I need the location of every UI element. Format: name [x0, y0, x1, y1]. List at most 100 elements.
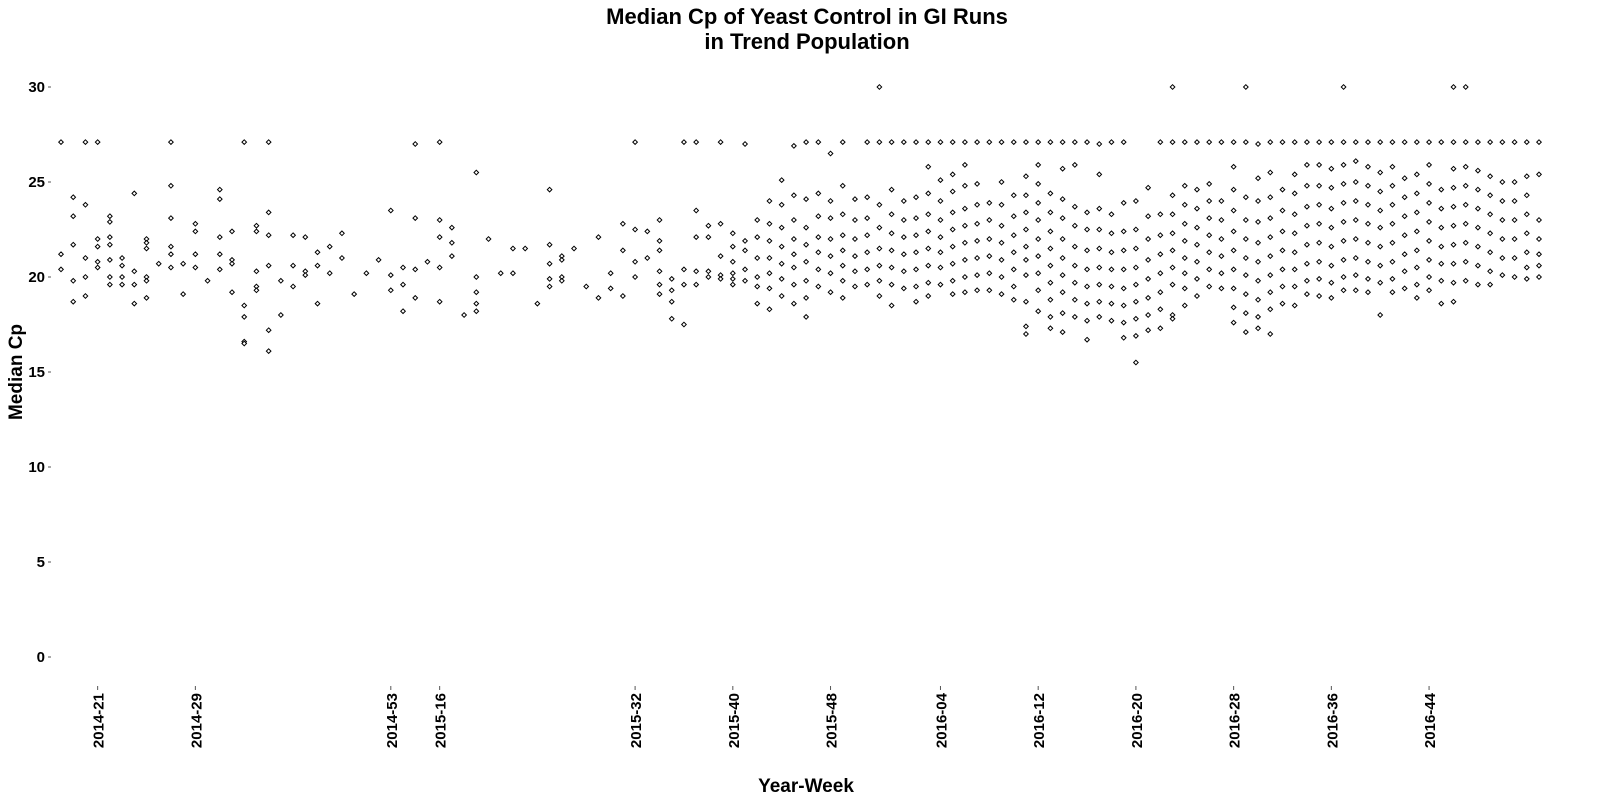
data-point: [839, 247, 846, 254]
data-point: [558, 277, 565, 284]
data-point: [1120, 247, 1127, 254]
data-point: [1389, 289, 1396, 296]
data-point: [1132, 197, 1139, 205]
data-point: [1523, 139, 1530, 146]
data-point: [937, 197, 944, 205]
data-point: [1364, 220, 1371, 227]
data-point: [302, 272, 309, 279]
data-point: [998, 256, 1005, 263]
data-point: [668, 298, 675, 305]
data-point: [180, 260, 187, 267]
data-point: [754, 254, 761, 262]
data-point: [436, 264, 443, 271]
data-point: [497, 270, 504, 277]
data-point: [1096, 298, 1103, 305]
data-point: [1096, 140, 1103, 148]
data-point: [656, 237, 663, 244]
data-point: [705, 273, 712, 281]
data-point: [754, 234, 761, 241]
data-point: [1340, 199, 1347, 206]
data-point: [986, 199, 993, 206]
data-point: [766, 237, 773, 244]
data-point: [900, 285, 907, 292]
data-point: [1145, 311, 1152, 319]
data-point: [1071, 203, 1078, 210]
data-point: [693, 207, 700, 214]
data-point: [1193, 224, 1200, 231]
data-point: [94, 243, 101, 250]
data-point: [766, 197, 773, 205]
data-point: [1132, 264, 1139, 271]
data-point: [1022, 139, 1029, 146]
data-point: [1267, 234, 1274, 241]
data-point: [94, 235, 101, 243]
data-point: [1145, 327, 1152, 334]
data-point: [1193, 275, 1200, 282]
data-point: [742, 237, 749, 244]
data-point: [754, 300, 761, 307]
data-point: [1108, 249, 1115, 256]
data-point: [1084, 300, 1091, 307]
data-point: [1426, 161, 1433, 168]
data-point: [1218, 216, 1225, 224]
data-point: [1047, 262, 1054, 269]
data-point: [742, 266, 749, 273]
data-point: [949, 188, 956, 195]
data-point: [705, 222, 712, 229]
data-point: [1242, 83, 1249, 91]
data-point: [1462, 277, 1469, 284]
data-point: [1291, 230, 1298, 237]
data-point: [1255, 296, 1262, 303]
data-point: [424, 258, 431, 265]
data-point: [1157, 139, 1164, 146]
data-point: [1157, 306, 1164, 313]
data-point: [644, 254, 651, 262]
data-point: [619, 247, 626, 254]
data-point: [680, 266, 687, 273]
y-tick-label: 25: [28, 174, 45, 191]
data-point: [94, 264, 101, 271]
data-point: [1035, 270, 1042, 277]
data-point: [1511, 254, 1518, 262]
data-point: [1511, 273, 1518, 281]
data-point: [644, 228, 651, 235]
data-point: [1462, 201, 1469, 208]
data-point: [70, 241, 77, 248]
data-point: [656, 268, 663, 275]
data-point: [1462, 258, 1469, 265]
data-point: [1474, 224, 1481, 231]
data-point: [1523, 173, 1530, 180]
data-point: [1193, 205, 1200, 212]
data-point: [1279, 283, 1286, 290]
data-point: [937, 264, 944, 271]
x-tick-label: 2016-12: [1031, 693, 1048, 748]
data-point: [986, 235, 993, 243]
data-point: [1120, 334, 1127, 341]
data-point: [314, 300, 321, 307]
data-point: [241, 340, 248, 347]
data-point: [1352, 158, 1359, 165]
data-point: [1206, 266, 1213, 273]
data-point: [888, 139, 895, 146]
data-point: [864, 266, 871, 273]
data-point: [876, 292, 883, 300]
data-point: [949, 139, 956, 146]
data-point: [1096, 281, 1103, 288]
data-point: [131, 268, 138, 275]
data-point: [1242, 235, 1249, 243]
data-point: [925, 211, 932, 218]
data-point: [1401, 268, 1408, 275]
data-point: [119, 262, 126, 269]
data-point: [448, 253, 455, 260]
x-tick-label: 2015-40: [726, 693, 743, 748]
data-point: [595, 234, 602, 241]
data-point: [851, 283, 858, 290]
data-point: [253, 268, 260, 275]
x-tick-label: 2014-29: [188, 693, 205, 748]
data-point: [1291, 171, 1298, 178]
x-tick-label: 2014-53: [384, 693, 401, 748]
data-point: [216, 234, 223, 241]
data-point: [925, 279, 932, 286]
data-point: [1132, 315, 1139, 322]
data-point: [949, 291, 956, 298]
